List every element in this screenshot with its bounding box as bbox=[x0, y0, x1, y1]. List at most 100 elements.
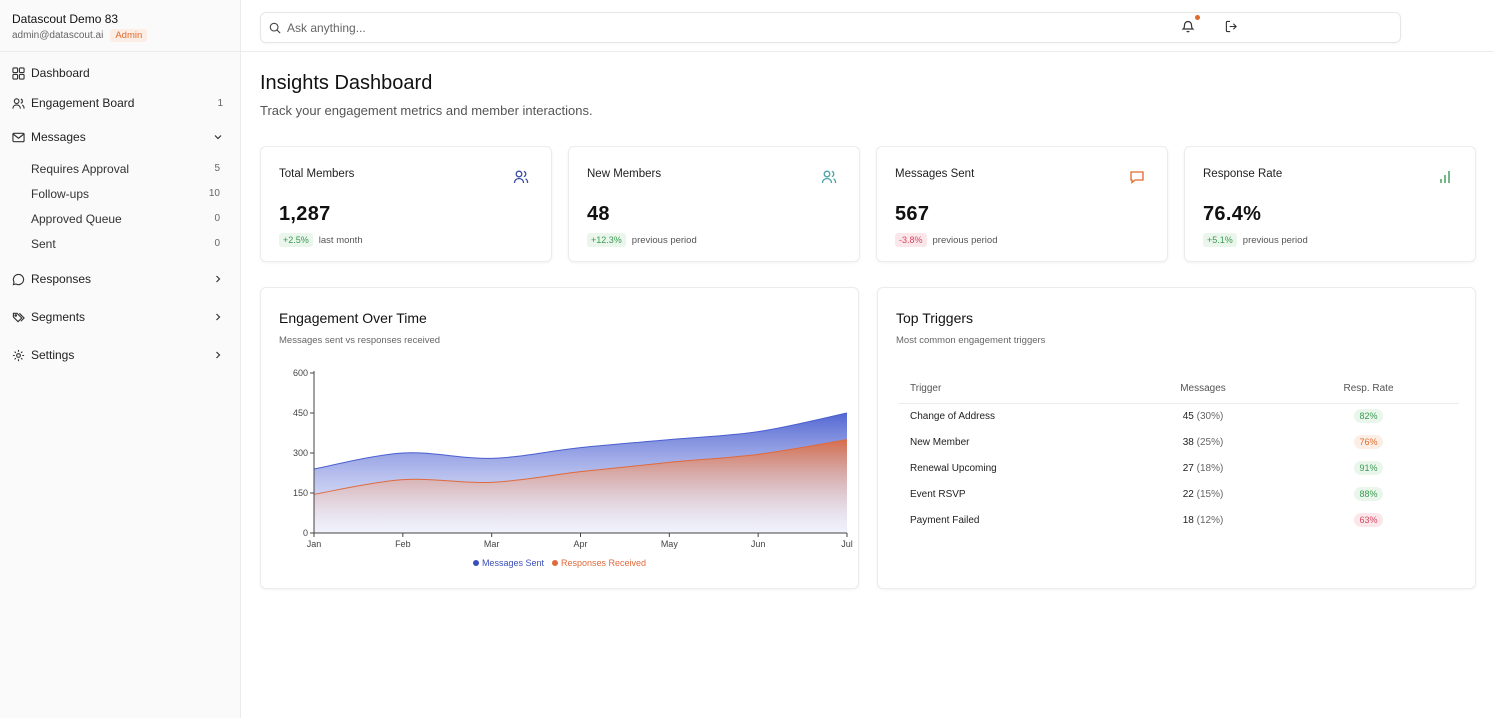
sidebar-subitem-count: 5 bbox=[214, 163, 220, 174]
top-bar bbox=[241, 0, 1494, 52]
stat-delta: +12.3% bbox=[587, 233, 626, 247]
y-tick-label: 0 bbox=[303, 528, 308, 538]
page-subtitle: Track your engagement metrics and member… bbox=[260, 103, 593, 118]
sidebar-subitem-count: 10 bbox=[208, 188, 220, 199]
logout-icon[interactable] bbox=[1225, 20, 1239, 34]
trigger-count: 38 bbox=[1182, 436, 1194, 448]
chevron-down-icon bbox=[213, 132, 223, 142]
mail-icon bbox=[12, 131, 25, 144]
line-messages-sent bbox=[313, 412, 848, 470]
sidebar-subitem-count: 0 bbox=[214, 238, 220, 249]
account-name: Datascout Demo 83 bbox=[12, 12, 119, 26]
y-tick-label: 450 bbox=[293, 408, 308, 418]
x-tick-label: Feb bbox=[395, 539, 411, 549]
sidebar-subitem-label: Follow-ups bbox=[31, 186, 90, 201]
resp-rate-badge: 82% bbox=[1354, 409, 1383, 424]
chat-bubble-icon bbox=[12, 273, 25, 286]
sidebar-item-dashboard[interactable]: Dashboard bbox=[0, 58, 240, 88]
engagement-chart: 0 150 300 450 600 Jan Feb Mar Apr May Jun Jul bbox=[293, 368, 853, 549]
users-icon bbox=[513, 169, 529, 185]
gear-icon bbox=[12, 349, 25, 362]
trigger-count: 27 bbox=[1182, 462, 1194, 474]
table-row[interactable]: Event RSVP 22 (15%) 88% bbox=[898, 481, 1459, 507]
users-icon bbox=[12, 97, 25, 110]
sidebar-subitem-approved-queue[interactable]: Approved Queue 0 bbox=[0, 206, 240, 231]
stat-period: previous period bbox=[932, 234, 998, 246]
x-tick-label: Jan bbox=[307, 539, 322, 549]
resp-rate-badge: 76% bbox=[1354, 435, 1383, 449]
engagement-chart-card: Engagement Over Time Messages sent vs re… bbox=[260, 287, 859, 589]
sidebar-item-responses[interactable]: Responses bbox=[0, 260, 240, 298]
table-row[interactable]: Renewal Upcoming 27 (18%) 91% bbox=[898, 455, 1459, 481]
legend-item-messages-sent[interactable]: Messages Sent bbox=[472, 558, 544, 568]
stat-period: previous period bbox=[631, 234, 697, 246]
column-header-messages[interactable]: Messages bbox=[1128, 375, 1278, 404]
legend-dot bbox=[551, 560, 558, 566]
tags-icon bbox=[12, 311, 25, 324]
search-input[interactable] bbox=[287, 20, 1287, 35]
message-icon bbox=[1129, 169, 1145, 185]
stat-title: Messages Sent bbox=[895, 168, 975, 180]
triggers-subtitle: Most common engagement triggers bbox=[896, 335, 1046, 346]
table-row[interactable]: New Member 38 (25%) 76% bbox=[898, 429, 1459, 455]
sidebar-item-engagement-board[interactable]: Engagement Board 1 bbox=[0, 88, 240, 118]
sidebar-subitem-label: Sent bbox=[31, 236, 56, 251]
stat-value: 48 bbox=[587, 203, 610, 225]
stat-card-new-members: New Members 48 +12.3% previous period bbox=[568, 146, 860, 262]
stat-title: Response Rate bbox=[1203, 168, 1283, 180]
x-tick-label: Jun bbox=[751, 539, 766, 549]
stat-value: 1,287 bbox=[279, 203, 331, 225]
account-header[interactable]: Datascout Demo 83 admin@datascout.ai Adm… bbox=[0, 0, 240, 52]
column-header-trigger[interactable]: Trigger bbox=[898, 375, 1128, 404]
stat-card-total-members: Total Members 1,287 +2.5% last month bbox=[260, 146, 552, 262]
x-tick-label: Jul bbox=[841, 539, 853, 549]
legend-label: Messages Sent bbox=[481, 558, 544, 568]
sidebar-subitem-requires-approval[interactable]: Requires Approval 5 bbox=[0, 156, 240, 181]
sidebar-item-label: Responses bbox=[31, 272, 92, 286]
sidebar-item-label: Messages bbox=[31, 130, 86, 144]
y-tick-label: 150 bbox=[293, 488, 308, 498]
trigger-name: Change of Address bbox=[910, 410, 996, 422]
table-row[interactable]: Payment Failed 18 (12%) 63% bbox=[898, 507, 1459, 533]
column-header-resp-rate[interactable]: Resp. Rate bbox=[1278, 375, 1459, 404]
bar-chart-icon bbox=[1437, 169, 1453, 185]
trigger-name: Payment Failed bbox=[910, 514, 980, 526]
sidebar-subitem-sent[interactable]: Sent 0 bbox=[0, 231, 240, 256]
trigger-count: 22 bbox=[1182, 488, 1194, 500]
sidebar-item-segments[interactable]: Segments bbox=[0, 298, 240, 336]
search-icon bbox=[269, 22, 281, 34]
sidebar-item-label: Segments bbox=[31, 310, 86, 324]
chart-legend: Messages Sent Responses Received bbox=[261, 558, 858, 568]
sidebar-subitem-follow-ups[interactable]: Follow-ups 10 bbox=[0, 181, 240, 206]
trigger-pct: (30%) bbox=[1196, 410, 1224, 422]
chart-subtitle: Messages sent vs responses received bbox=[279, 335, 441, 346]
sidebar-item-count: 1 bbox=[217, 97, 223, 109]
chevron-right-icon bbox=[213, 350, 223, 360]
sidebar-item-messages[interactable]: Messages bbox=[0, 118, 240, 156]
page-title: Insights Dashboard bbox=[260, 72, 433, 94]
sidebar-nav: Dashboard Engagement Board 1 Messages Re… bbox=[0, 52, 240, 374]
trigger-count: 18 bbox=[1182, 514, 1194, 526]
stat-card-response-rate: Response Rate 76.4% +5.1% previous perio… bbox=[1184, 146, 1476, 262]
legend-item-responses-received[interactable]: Responses Received bbox=[551, 558, 646, 568]
table-row[interactable]: Change of Address 45 (30%) 82% bbox=[898, 403, 1459, 429]
sidebar-subitem-label: Requires Approval bbox=[31, 161, 130, 176]
role-badge: Admin bbox=[110, 29, 148, 42]
stat-title: Total Members bbox=[279, 168, 355, 180]
sidebar-item-settings[interactable]: Settings bbox=[0, 336, 240, 374]
resp-rate-badge: 63% bbox=[1354, 513, 1383, 527]
x-tick-label: May bbox=[661, 539, 679, 549]
stat-delta: +5.1% bbox=[1203, 233, 1237, 247]
stat-value: 567 bbox=[895, 203, 930, 225]
notification-bell-icon[interactable] bbox=[1181, 19, 1196, 34]
stat-card-messages-sent: Messages Sent 567 -3.8% previous period bbox=[876, 146, 1168, 262]
stat-period: last month bbox=[318, 234, 363, 246]
triggers-title: Top Triggers bbox=[896, 310, 974, 326]
chevron-right-icon bbox=[213, 274, 223, 284]
trigger-name: New Member bbox=[910, 436, 970, 448]
account-email: admin@datascout.ai bbox=[12, 30, 104, 41]
resp-rate-badge: 88% bbox=[1354, 487, 1383, 501]
search-box[interactable] bbox=[260, 12, 1401, 43]
trigger-pct: (12%) bbox=[1196, 514, 1224, 526]
sidebar-subitem-count: 0 bbox=[214, 213, 220, 224]
